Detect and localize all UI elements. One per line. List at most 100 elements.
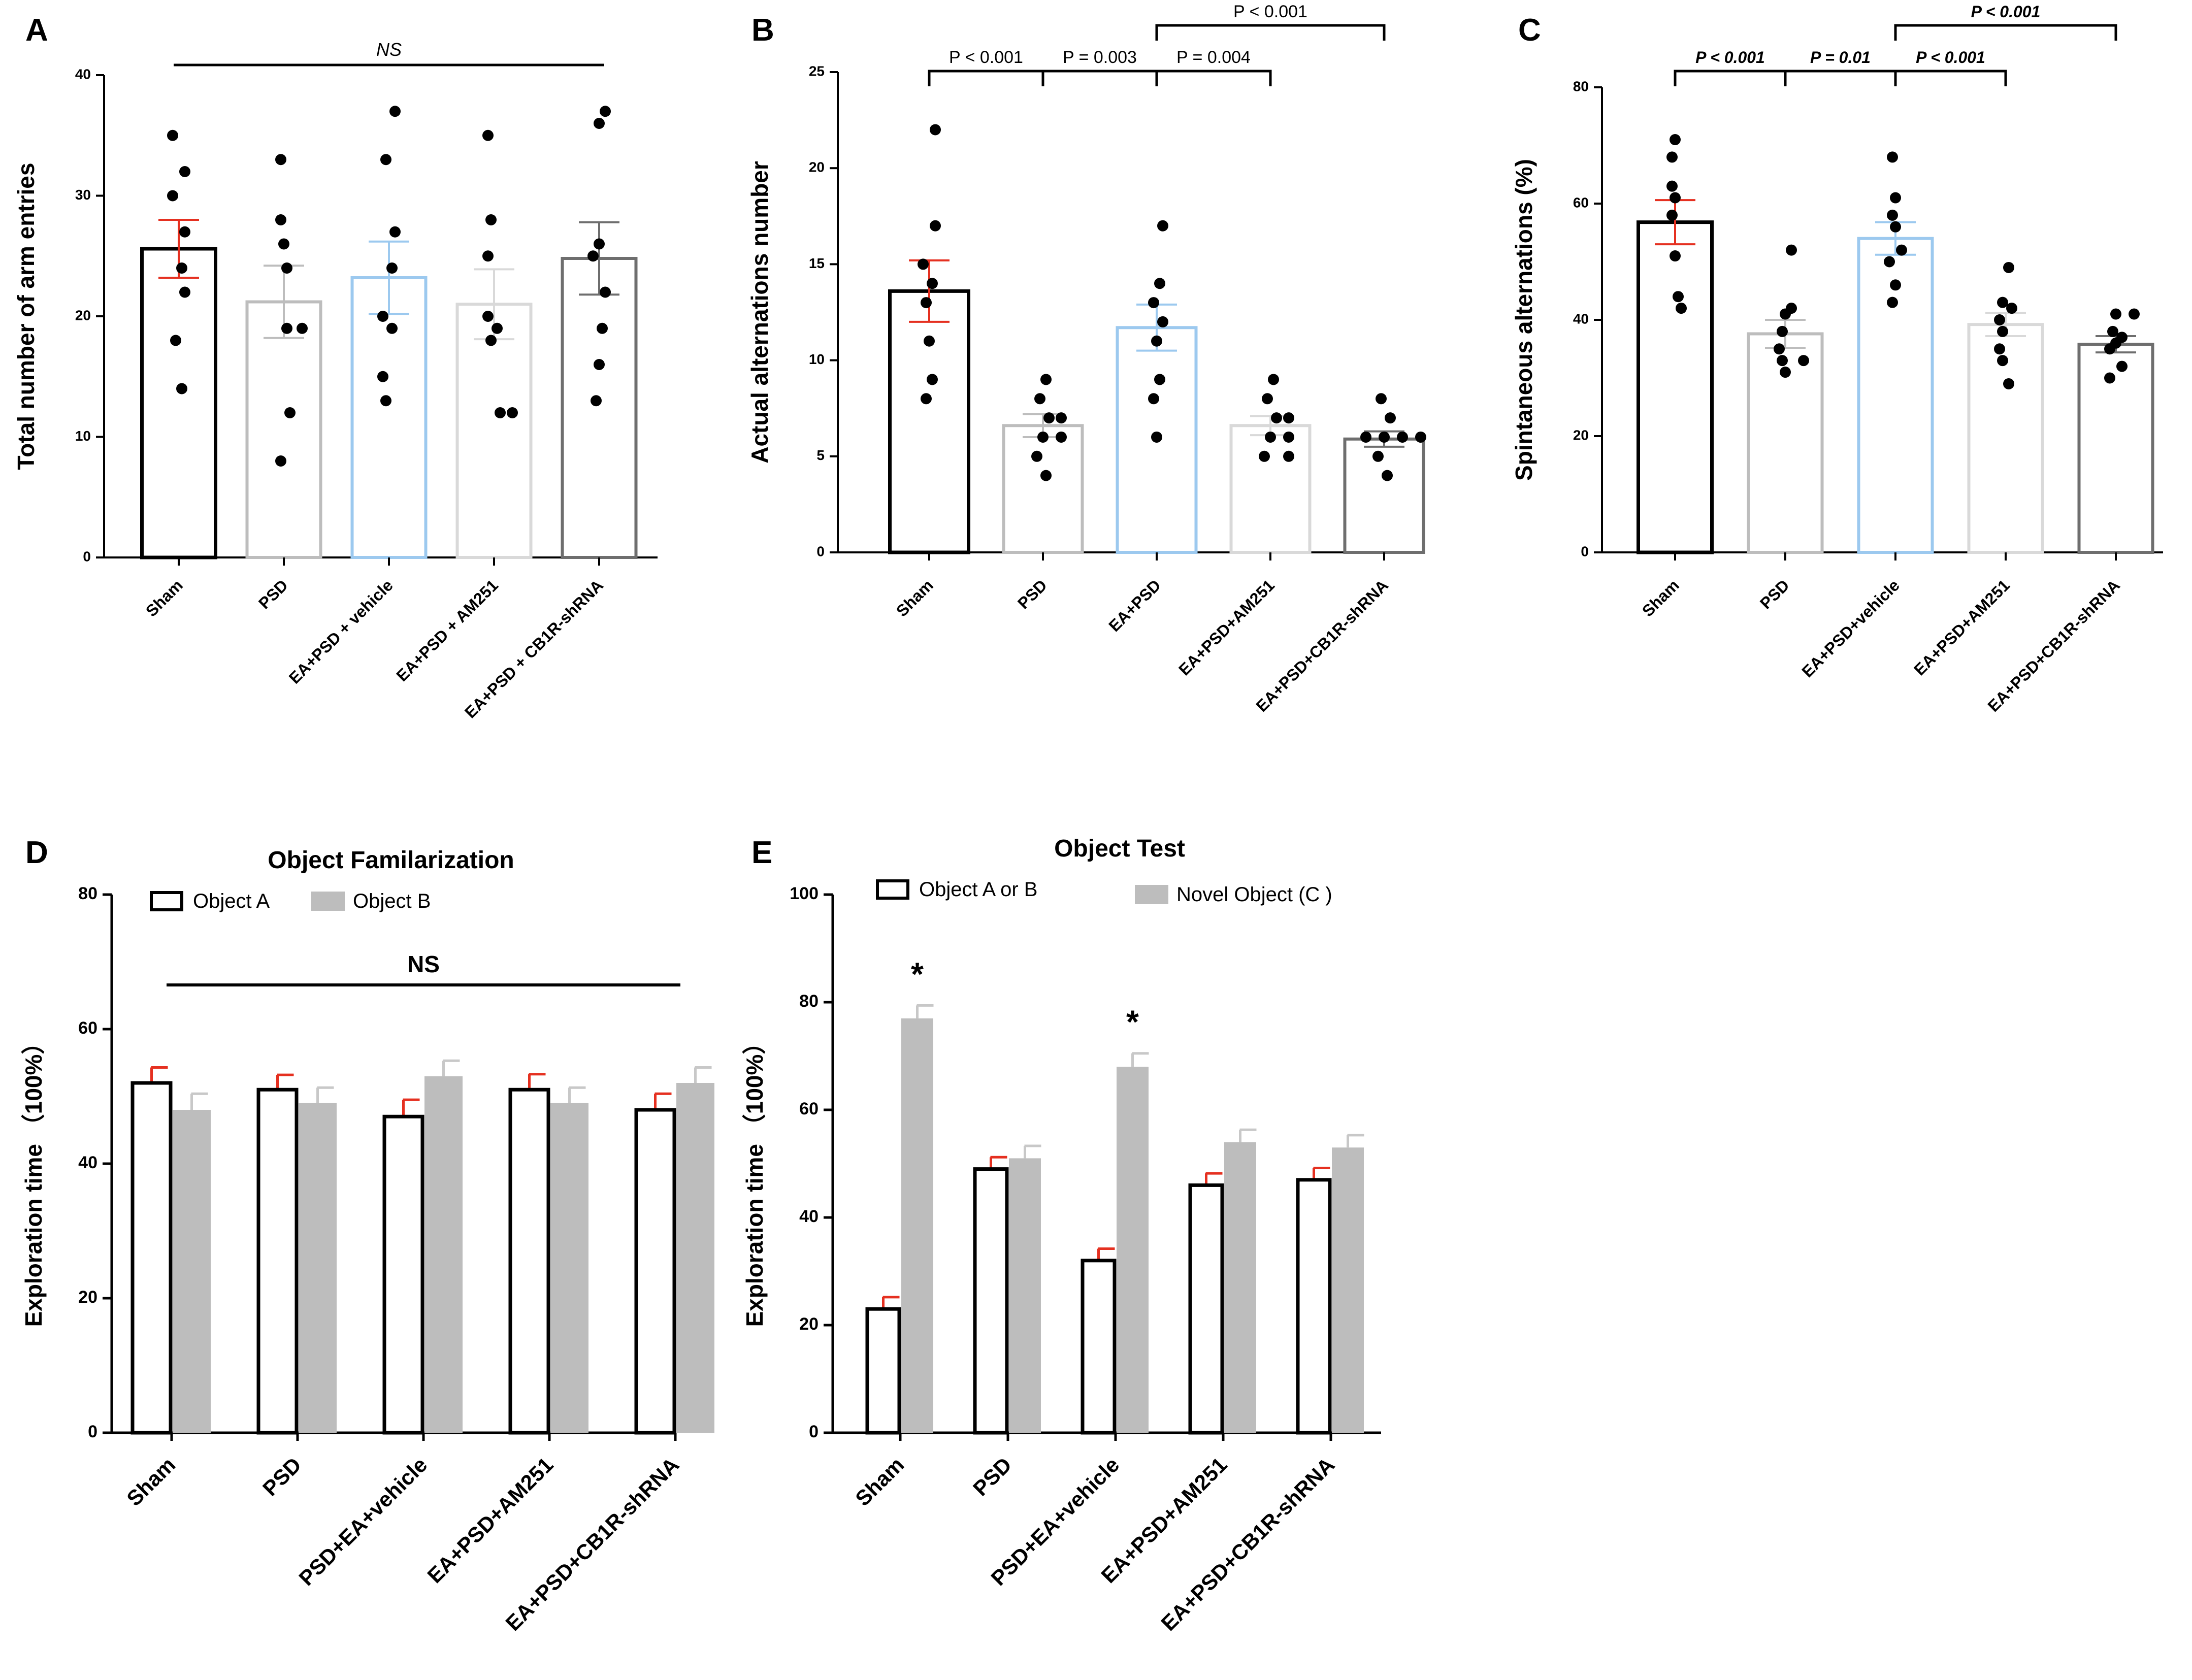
data-point [2006, 303, 2017, 314]
data-point [1283, 412, 1294, 424]
data-point [1040, 470, 1052, 481]
data-point [176, 262, 187, 274]
y-tick-label: 25 [809, 63, 825, 79]
data-point [927, 374, 938, 385]
bar-object-b [1224, 1142, 1256, 1433]
panel-A: 0 10 20 30 40 Total number of arm entries Sham… [13, 66, 658, 721]
x-tick-label: EA+PSD+AM251 [1175, 576, 1278, 679]
bar [140, 247, 217, 559]
data-point [1265, 431, 1276, 443]
bar-object-b [550, 1103, 588, 1433]
bar-object-b [901, 1018, 933, 1433]
data-point [1890, 221, 1901, 233]
y-axis-label: Exploration time （100%） [20, 1031, 47, 1327]
data-point [1798, 355, 1809, 367]
y-tick-label: 60 [78, 1018, 97, 1038]
data-point [1994, 314, 2005, 325]
data-point [1034, 393, 1045, 405]
data-point [2003, 261, 2014, 273]
panel-letter-D: D [25, 835, 48, 870]
data-point [1031, 450, 1042, 462]
y-tick-label: 0 [1581, 543, 1589, 559]
data-point [587, 250, 599, 262]
bar [350, 276, 428, 559]
y-tick-label: 40 [799, 1207, 819, 1226]
data-point [1040, 374, 1052, 385]
ns-label: NS [407, 951, 440, 977]
data-point [1283, 450, 1294, 462]
data-point [1673, 291, 1684, 303]
data-point [377, 371, 388, 382]
bar-object-a [256, 1088, 299, 1435]
y-tick-label: 10 [75, 428, 91, 444]
data-point [921, 393, 932, 405]
y-tick-label: 10 [809, 351, 825, 367]
data-point [1154, 278, 1165, 289]
data-point [284, 407, 296, 418]
data-point [386, 262, 398, 274]
legend-swatch-hollow [876, 879, 909, 900]
y-axis-label: Exploration time （100%） [741, 1031, 768, 1327]
y-tick-label: 15 [809, 255, 825, 271]
data-point [482, 129, 494, 141]
data-point [275, 455, 286, 467]
data-point [1151, 335, 1162, 347]
y-tick-label: 40 [1573, 311, 1589, 326]
data-point [495, 407, 506, 418]
legend-label: Object B [353, 890, 431, 912]
p-value-label: P < 0.001 [1233, 2, 1307, 21]
data-point [1148, 297, 1159, 309]
panel-E: Object Test 0 20 40 60 80 100 Exploration time … [741, 835, 1381, 1635]
y-tick-label: 80 [78, 884, 97, 903]
data-point [600, 286, 611, 298]
data-point [1780, 367, 1791, 378]
x-tick-label: Sham [893, 576, 937, 620]
data-point [1890, 192, 1901, 204]
data-point [389, 226, 401, 238]
data-point [1385, 412, 1396, 424]
bar-object-b [1332, 1147, 1364, 1433]
y-tick-label: 80 [799, 992, 819, 1011]
y-tick-label: 0 [816, 543, 825, 559]
bar-object-a [865, 1307, 901, 1435]
bracket-line [1155, 70, 1272, 86]
data-point [2110, 308, 2121, 320]
data-point [1043, 412, 1055, 424]
data-point [2104, 372, 2115, 384]
data-point [1884, 256, 1895, 268]
data-point [1887, 151, 1898, 163]
data-point [1887, 209, 1898, 221]
panel-D: Object Familarization 0 20 40 60 80 Exploratio… [20, 847, 714, 1635]
data-point [1148, 393, 1159, 405]
legend-label: Object A or B [919, 878, 1037, 901]
data-point [1157, 220, 1168, 232]
bar-object-a [508, 1088, 550, 1435]
data-point [1157, 316, 1168, 327]
y-tick-label: 5 [816, 447, 825, 463]
data-point [1056, 412, 1067, 424]
y-tick-label: 20 [1573, 427, 1589, 443]
p-value-label: P < 0.001 [949, 48, 1023, 67]
data-point [1397, 431, 1408, 443]
bar-object-b [173, 1110, 211, 1433]
data-point [176, 383, 187, 394]
p-value-label: P < 0.001 [1695, 48, 1765, 67]
bar-object-a [634, 1108, 676, 1435]
x-tick-label: EA+PSD+CB1R-shRNA [1253, 576, 1392, 715]
data-point [1151, 431, 1162, 443]
bracket-line [1894, 24, 2117, 41]
data-point [1376, 393, 1387, 405]
y-tick-label: 30 [75, 187, 91, 203]
data-point [1896, 244, 1907, 256]
data-point [600, 106, 611, 117]
data-point [594, 359, 605, 370]
y-tick-label: 20 [809, 159, 825, 175]
bar [1343, 437, 1425, 554]
x-tick-label: EA+PSD + vehicle [285, 576, 397, 687]
significance-bracket: P < 0.001 [1894, 3, 2117, 41]
bar-object-a [130, 1081, 173, 1435]
ns-label: NS [376, 39, 402, 60]
p-value-label: P = 0.01 [1810, 48, 1871, 67]
data-point [918, 258, 929, 270]
data-point [594, 238, 605, 250]
